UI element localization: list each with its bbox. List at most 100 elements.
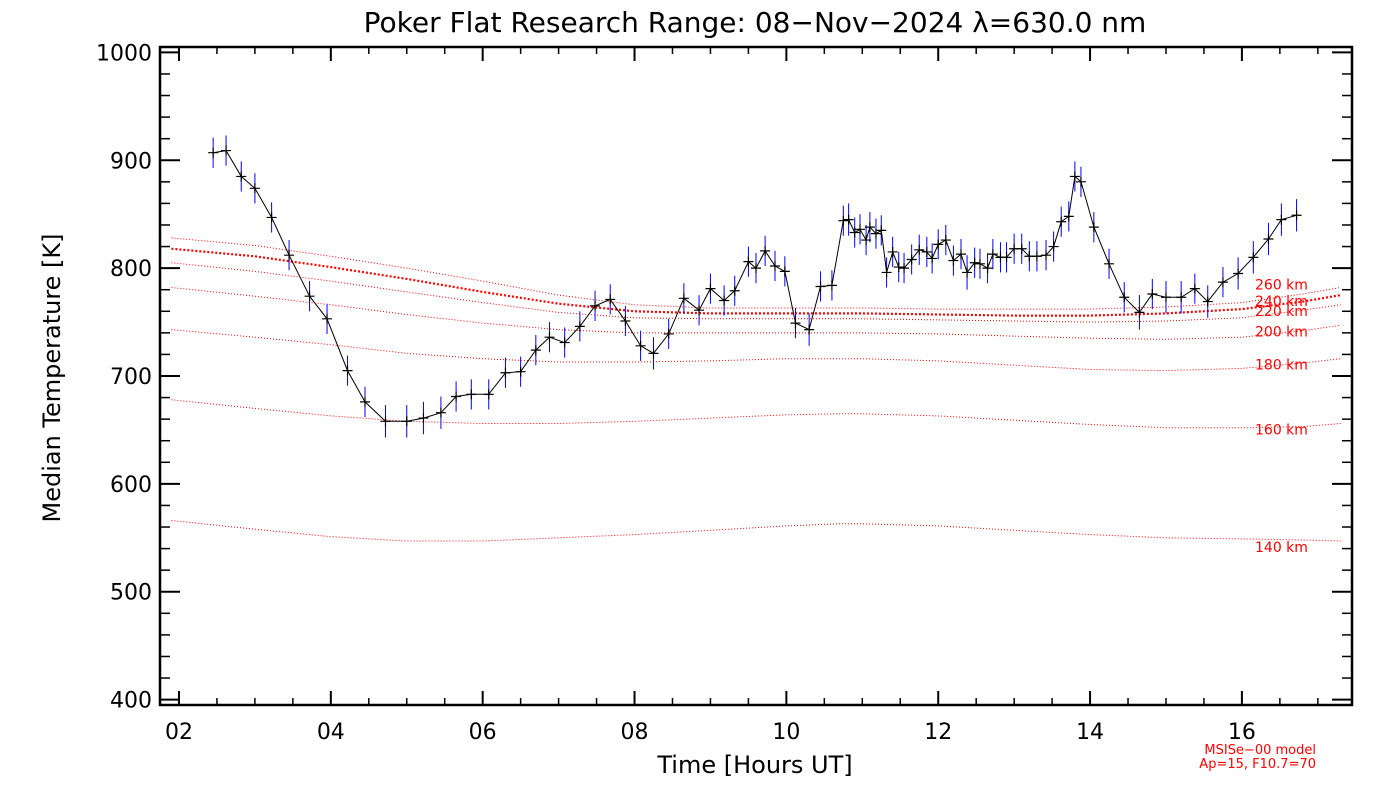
data-point <box>620 315 631 326</box>
data-point <box>284 250 295 261</box>
data-point <box>1189 283 1200 294</box>
data-point <box>1160 292 1171 303</box>
data-point <box>1217 277 1228 288</box>
data-point <box>530 345 541 356</box>
data-point <box>648 348 659 359</box>
model-label-260km: 260 km <box>1255 278 1308 294</box>
data-point <box>815 281 826 292</box>
data-point <box>899 263 910 274</box>
model-curve-160km <box>171 399 1341 429</box>
x-tick-label: 02 <box>165 720 193 745</box>
data-point <box>342 365 353 376</box>
data-point <box>1088 222 1099 233</box>
data-point <box>855 224 866 235</box>
data-point <box>1176 292 1187 303</box>
data-point <box>401 416 412 427</box>
data-point <box>451 391 462 402</box>
data-point <box>694 305 705 316</box>
data-point <box>861 235 872 246</box>
data-point <box>605 294 616 305</box>
data-point <box>838 215 849 226</box>
data-point <box>769 260 780 271</box>
data-point <box>1291 210 1302 221</box>
data-point <box>790 318 801 329</box>
data-point <box>574 321 585 332</box>
data-point <box>914 244 925 255</box>
data-point <box>804 324 815 335</box>
data-point <box>705 283 716 294</box>
data-point <box>483 389 494 400</box>
data-point <box>779 266 790 277</box>
x-tick-label: 08 <box>621 720 649 745</box>
data-point <box>826 280 837 291</box>
data-point <box>843 214 854 225</box>
data-point <box>1147 289 1158 300</box>
data-point <box>849 227 860 238</box>
data-point <box>500 367 511 378</box>
data-point <box>1202 296 1213 307</box>
data-point <box>1263 234 1274 245</box>
model-label-220km: 220 km <box>1255 304 1308 320</box>
model-label-160km: 160 km <box>1255 423 1308 439</box>
data-point <box>864 222 875 233</box>
x-axis-label: Time [Hours UT] <box>656 751 852 779</box>
x-tick-label: 10 <box>772 720 800 745</box>
data-point <box>870 228 881 239</box>
data-point <box>266 212 277 223</box>
x-tick-label: 14 <box>1076 720 1104 745</box>
data-point <box>982 263 993 274</box>
data-point <box>635 340 646 351</box>
data-point <box>887 246 898 257</box>
data-point <box>1063 211 1074 222</box>
data-point <box>743 256 754 267</box>
data-point <box>1104 258 1115 269</box>
model-label-200km: 200 km <box>1255 324 1308 340</box>
data-point <box>559 337 570 348</box>
data-point <box>1248 252 1259 263</box>
data-point <box>751 263 761 274</box>
data-point <box>881 267 892 278</box>
data-point <box>906 254 917 265</box>
y-tick-label: 800 <box>110 257 152 282</box>
model-label-240km: 240 km <box>1255 294 1308 310</box>
y-tick-label: 400 <box>110 689 152 714</box>
data-point <box>544 332 555 343</box>
data-point <box>1134 307 1145 318</box>
data-point <box>955 249 966 260</box>
data-point <box>359 396 370 407</box>
data-point <box>940 235 951 246</box>
data-point <box>515 366 526 377</box>
data-point <box>933 239 944 250</box>
data-point <box>678 293 689 304</box>
y-tick-label: 900 <box>110 149 152 174</box>
y-tick-label: 700 <box>110 365 152 390</box>
data-point <box>921 246 932 257</box>
data-point <box>893 262 904 273</box>
model-note-line-2: Ap=15, F10.7=70 <box>1199 757 1316 772</box>
data-point <box>1041 250 1052 261</box>
data-point <box>221 145 232 156</box>
data-point <box>249 183 260 194</box>
data-point <box>435 407 446 418</box>
model-label-140km: 140 km <box>1255 540 1308 556</box>
data-point <box>987 249 998 260</box>
data-point <box>1031 251 1042 262</box>
data-point <box>1119 292 1130 303</box>
data-point <box>1056 216 1067 227</box>
data-point <box>590 300 601 311</box>
chart-title: Poker Flat Research Range: 08−Nov−2024 λ… <box>364 6 1147 39</box>
data-point <box>1233 268 1244 279</box>
data-point <box>304 291 315 302</box>
data-point <box>760 245 771 256</box>
y-tick-label: 600 <box>110 473 152 498</box>
data-point <box>969 257 980 268</box>
x-tick-label: 04 <box>317 720 345 745</box>
data-point <box>1069 171 1080 182</box>
data-point <box>927 253 938 264</box>
data-point <box>208 147 219 158</box>
data-point <box>418 413 429 424</box>
data-point <box>1048 241 1059 252</box>
data-point <box>466 389 477 400</box>
